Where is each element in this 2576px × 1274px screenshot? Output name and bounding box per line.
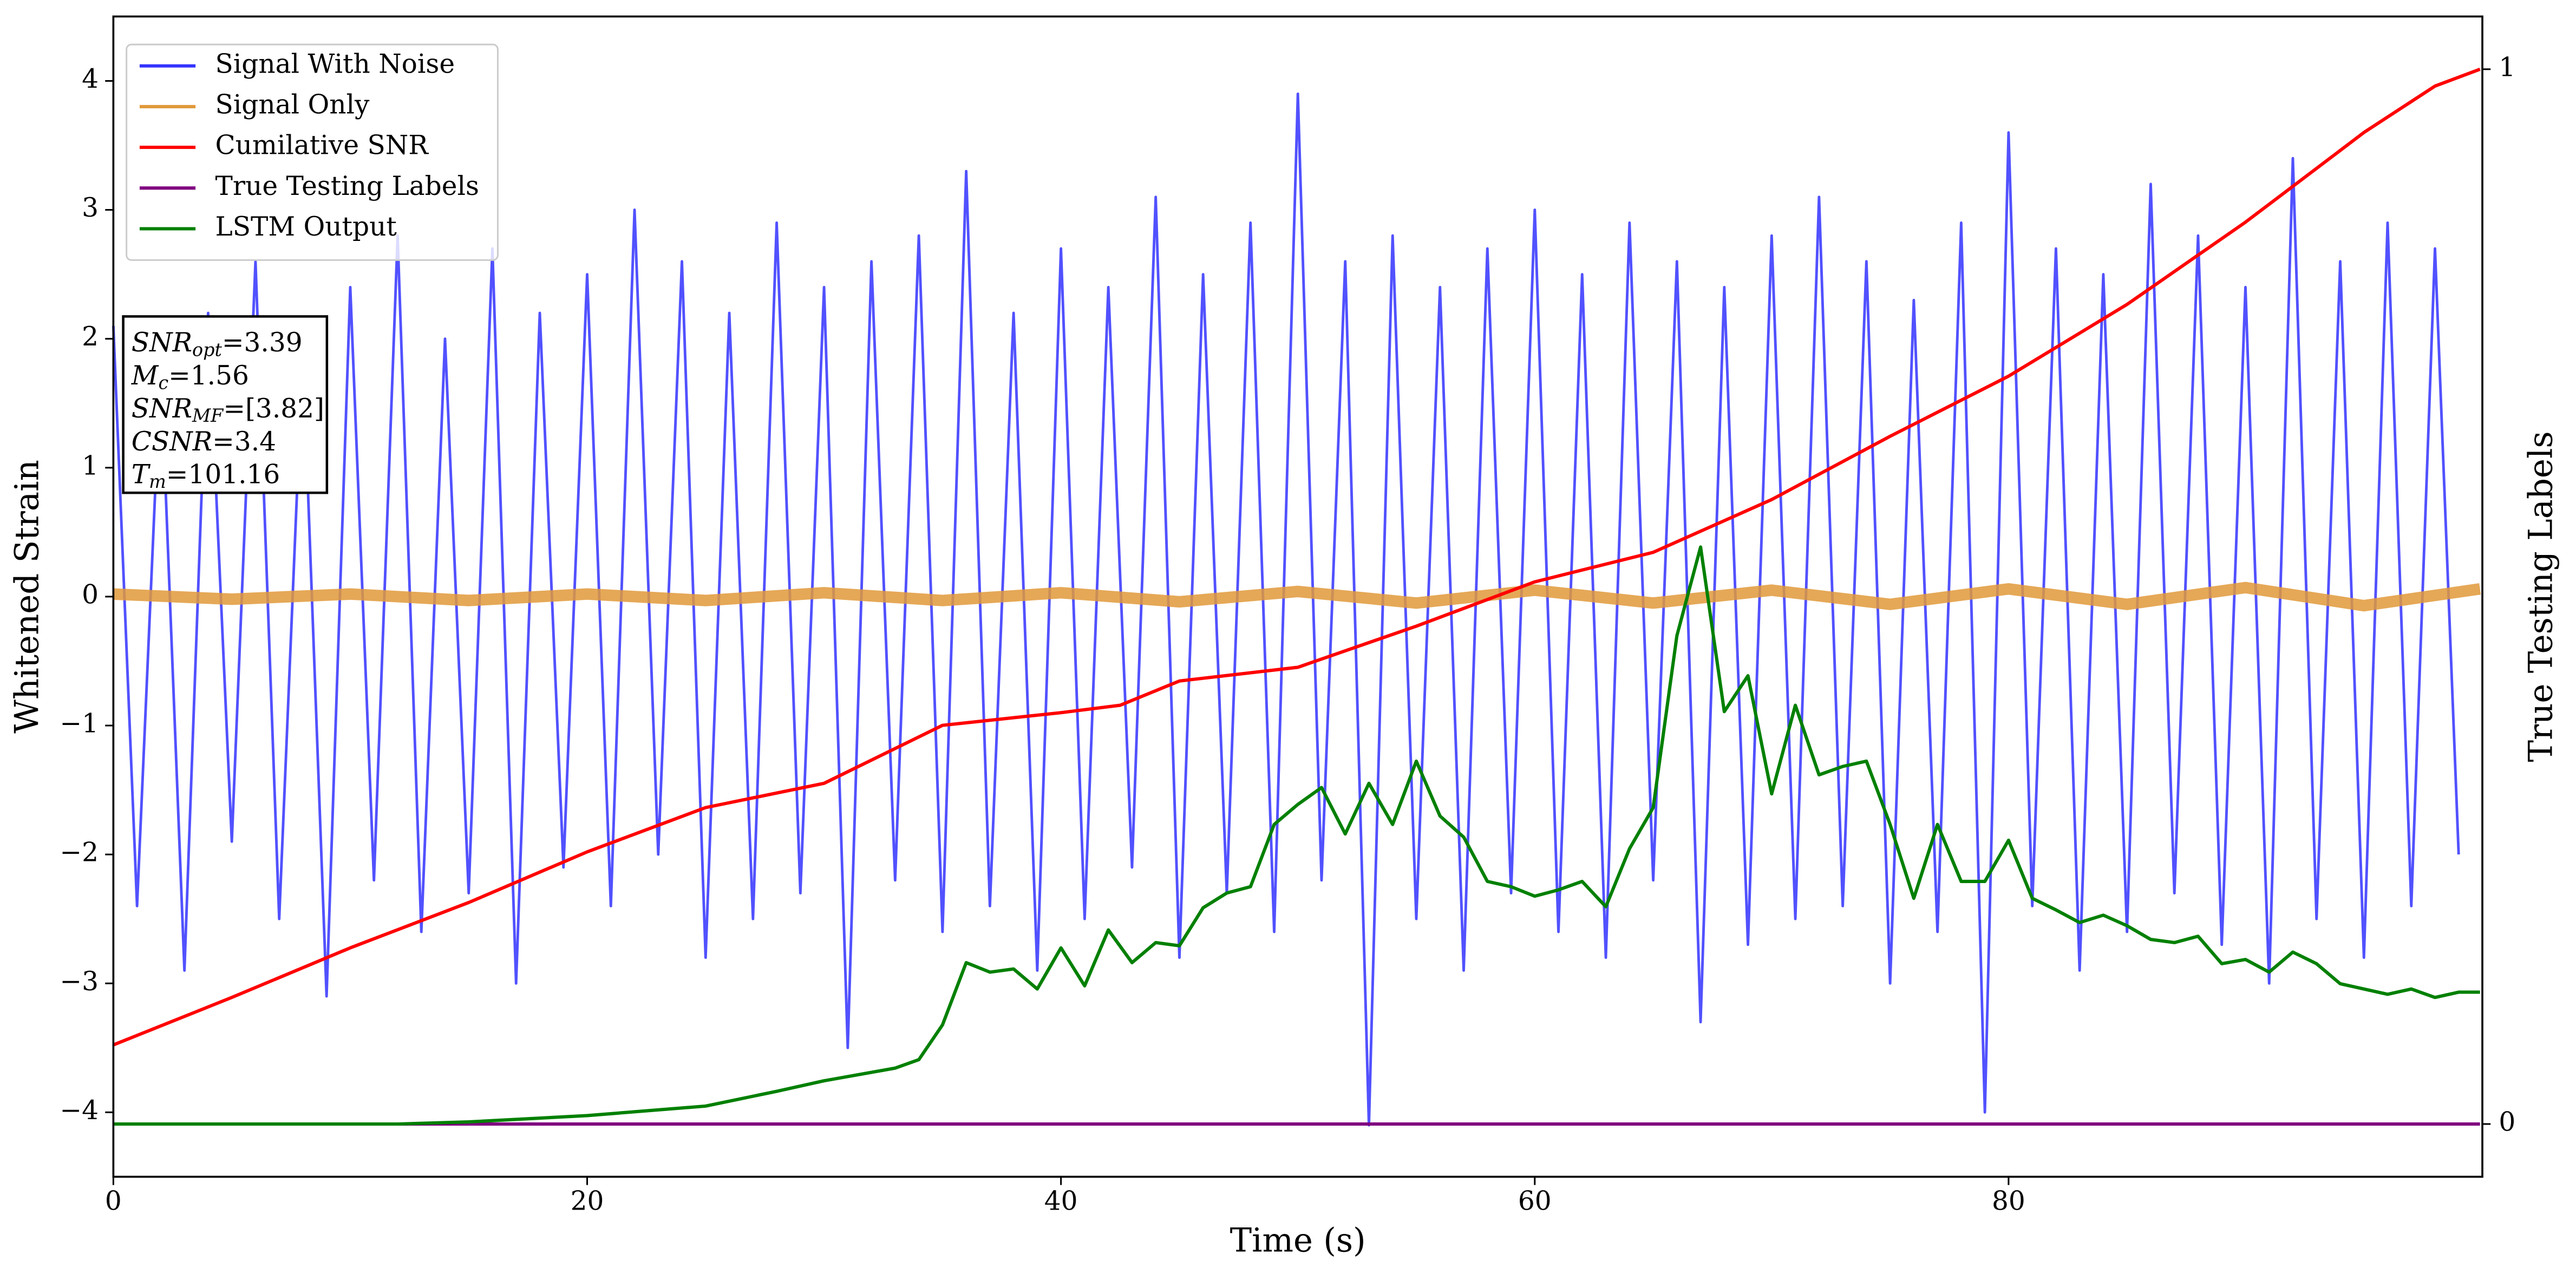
series-line — [112, 92, 2460, 1127]
annotation-subscript: MF — [192, 405, 224, 426]
y-tick-label: −1 — [60, 708, 99, 739]
annotation-text: =1.56 — [168, 361, 249, 391]
annotation-subscript: opt — [192, 339, 222, 360]
annotation-text: =101.16 — [166, 459, 280, 489]
y-tick-label: −4 — [60, 1095, 99, 1126]
annotation-label: M — [131, 361, 159, 391]
legend-label: True Testing Labels — [215, 171, 479, 201]
annotation: SNRMF=[3.82] — [132, 393, 324, 426]
legend-label: LSTM Output — [215, 212, 397, 242]
legend-box — [126, 43, 499, 261]
y-tick-label: −3 — [60, 966, 99, 997]
x-tick-label: 60 — [1518, 1186, 1552, 1217]
y2-axis-label: True Testing Labels — [2522, 431, 2560, 762]
series-line — [113, 582, 2481, 612]
y-tick-label: 1 — [82, 450, 99, 481]
x-tick-label: 20 — [571, 1186, 604, 1217]
legend-label: Cumilative SNR — [215, 130, 429, 161]
y2-tick-label: 0 — [2499, 1107, 2515, 1137]
annotation-label: SNR — [132, 393, 192, 423]
y-axis-label: Whitened Strain — [9, 460, 47, 733]
legend-label: Signal Only — [215, 89, 370, 120]
annotation-subscript: c — [158, 372, 168, 393]
annotation: CSNR=3.4 — [132, 426, 276, 456]
annotation-text: =[3.82] — [223, 393, 324, 423]
y-tick-label: 0 — [82, 579, 99, 610]
y-tick-label: 4 — [82, 64, 99, 94]
x-axis-label: Time (s) — [1230, 1221, 1366, 1259]
series-line — [113, 67, 2481, 1047]
annotation-text: =3.39 — [222, 328, 303, 358]
y-tick-label: 2 — [82, 322, 99, 352]
y-tick-label: −2 — [60, 838, 99, 868]
annotation-subscript: m — [149, 471, 166, 492]
annotation: Tm=101.16 — [132, 459, 280, 492]
annotation-label: CSNR — [132, 426, 212, 456]
x-tick-label: 40 — [1044, 1186, 1078, 1217]
legend-label: Signal With Noise — [215, 49, 455, 79]
annotation: SNRopt=3.39 — [132, 328, 303, 361]
annotation-box — [122, 315, 329, 494]
annotation: Mc=1.56 — [131, 361, 249, 394]
annotation-text: =3.4 — [212, 426, 276, 456]
series-line — [113, 545, 2480, 1126]
y2-tick-label: 1 — [2499, 52, 2515, 82]
x-tick-label: 80 — [1992, 1186, 2025, 1217]
annotation-label: SNR — [132, 328, 192, 358]
x-tick-label: 0 — [105, 1186, 122, 1217]
y-tick-label: 3 — [82, 193, 99, 223]
annotation-label: T — [132, 459, 151, 489]
